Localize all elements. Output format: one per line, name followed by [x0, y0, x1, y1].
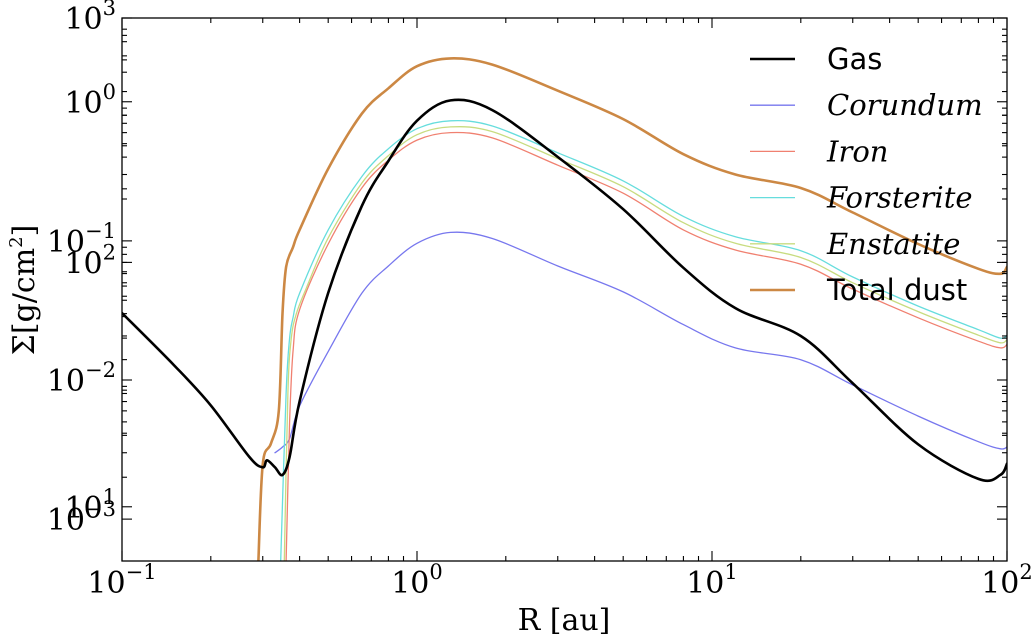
legend-label: Corundum	[827, 88, 983, 122]
legend-entry-corundum: Corundum	[750, 88, 983, 122]
y-axis-title-prefix: Σ[g/cm	[7, 248, 42, 355]
x-tick-label: 10−1	[87, 560, 156, 601]
legend: Gas Corundum Iron Forsterite Enstatite Total …	[750, 42, 983, 307]
series-line-iron	[285, 131, 1007, 561]
series-line-gas	[122, 98, 1007, 483]
legend-label: Gas	[827, 42, 882, 76]
legend-entry-total-dust: Total dust	[750, 273, 967, 307]
series-line-forsterite	[280, 119, 1007, 561]
y-tick-label: 101	[64, 485, 116, 526]
series-line-corundum	[274, 231, 1007, 454]
y-tick-label: 10−1	[47, 219, 116, 260]
legend-label: Enstatite	[826, 227, 960, 261]
x-axis-title: R [au]	[518, 603, 611, 635]
series-line-total-dust	[257, 57, 1007, 561]
x-tick-label: 100	[391, 560, 443, 601]
legend-entry-forsterite: Forsterite	[750, 181, 973, 215]
y-tick-label: 100	[64, 80, 116, 121]
y-tick-label: 103	[64, 0, 116, 37]
legend-entry-gas: Gas	[750, 42, 882, 76]
y-axis-title-group: Σ[g/cm2]	[6, 225, 42, 356]
legend-entry-iron: Iron	[750, 134, 888, 168]
legend-label: Iron	[826, 134, 888, 168]
y-tick-label: 102	[64, 240, 116, 281]
x-tick-label: 102	[981, 560, 1033, 601]
y-tick-label: 10−2	[47, 358, 116, 399]
y-tick-label: 10−3	[47, 497, 116, 538]
plot-frame	[121, 17, 1008, 562]
x-tick-label: 101	[686, 560, 738, 601]
legend-entry-enstatite: Enstatite	[750, 227, 960, 261]
tick-layer: 10−1 100 101 102 103 102 101 100 10−1 10−2 10−3	[47, 0, 1033, 601]
y-axis-title-sup: 2	[6, 236, 27, 247]
legend-label: Forsterite	[826, 181, 973, 215]
series-layer	[122, 57, 1007, 561]
legend-label: Total dust	[826, 273, 967, 307]
series-line-enstatite	[283, 126, 1007, 561]
y-axis-title-suffix: ]	[7, 225, 42, 237]
y-axis-title: Σ[g/cm2]	[6, 225, 42, 356]
